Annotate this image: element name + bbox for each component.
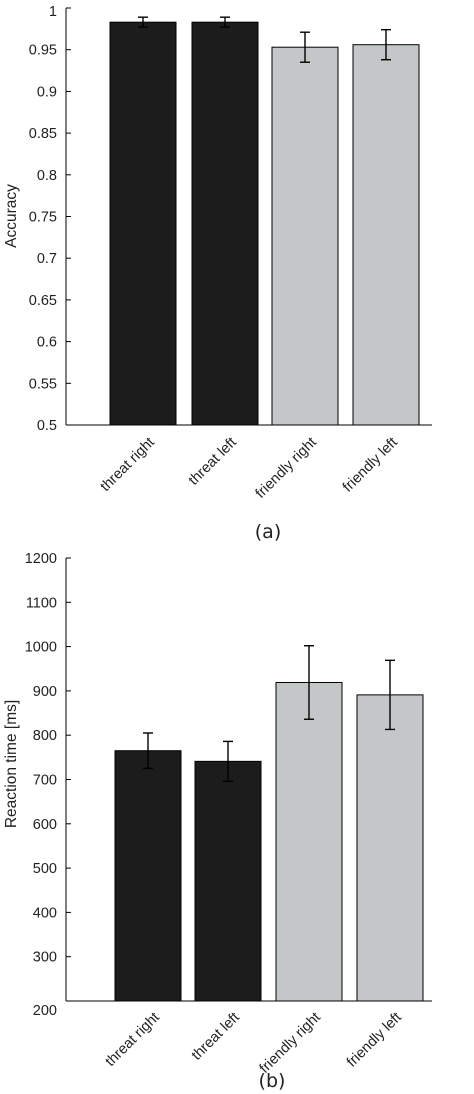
panel-a-category-label: threat right	[97, 435, 157, 495]
panel-a-category-label: friendly left	[340, 435, 401, 496]
panel-a-bar	[109, 21, 177, 426]
panel-b: Reaction time [ms] 200 300 400 500 600 700 800…	[3, 551, 432, 1092]
panel-b-ytick-label: 400	[33, 905, 57, 921]
panel-a-category-label: friendly right	[253, 435, 320, 502]
panel-a-error-bar	[381, 28, 391, 61]
panel-b-category-label: friendly right	[257, 1010, 324, 1077]
panel-b-bars	[114, 681, 424, 1002]
panel-a-ytick-label: 0.6	[37, 335, 57, 351]
panel-b-label: (b)	[259, 1070, 286, 1092]
panel-b-error-bar	[385, 659, 395, 731]
panel-b-ytick-label: 200	[33, 1003, 57, 1019]
panel-a-ytick-label: 0.75	[29, 210, 57, 226]
panel-a-error-bar	[300, 31, 310, 63]
panel-b-bar	[275, 681, 343, 1002]
panel-a-ytick-label: 0.9	[37, 84, 57, 100]
panel-a: Accuracy 0.5 0.55 0.6 0.65 0.7 0.75 0.8 0.85 0.9…	[3, 4, 432, 543]
panel-b-error-bar	[223, 740, 233, 782]
panel-b-ytick-label: 300	[33, 950, 57, 966]
panel-a-bar	[191, 21, 259, 426]
panel-a-xtick-labels: threat right threat left friendly right fri…	[97, 435, 400, 502]
panel-a-ytick-label: 0.85	[29, 126, 57, 142]
panel-a-ytick-label: 0.5	[37, 418, 57, 434]
panel-a-bar	[271, 46, 339, 426]
panel-b-xtick-labels: threat right threat left friendly right fri…	[102, 1010, 404, 1077]
panel-a-error-bars	[138, 16, 391, 63]
panel-a-ytick-label: 0.8	[37, 168, 57, 184]
panel-b-bar	[114, 750, 182, 1002]
panel-a-ytick-label: 0.7	[37, 251, 57, 267]
panel-a-bar	[352, 44, 420, 426]
panel-b-error-bars	[143, 645, 395, 782]
panel-b-ytick-label: 700	[33, 773, 57, 789]
panel-b-ytick-label: 500	[33, 861, 57, 877]
panel-a-ytick-label: 0.65	[29, 293, 57, 309]
panel-a-yticks: 0.5 0.55 0.6 0.65 0.7 0.75 0.8 0.85 0.9 0.95 1	[29, 4, 71, 434]
panel-b-ylabel: Reaction time [ms]	[3, 700, 20, 828]
panel-b-error-bar	[143, 732, 153, 770]
panel-a-bars	[109, 21, 420, 426]
panel-b-yticks: 200 300 400 500 600 700 800 900 1000 1100 1200	[25, 551, 71, 1019]
panel-b-error-bar	[304, 645, 314, 720]
panel-a-error-bar	[138, 16, 148, 28]
panel-a-ytick-label: 1	[49, 4, 57, 20]
panel-b-ytick-label: 1000	[25, 640, 57, 656]
panel-b-ytick-label: 800	[33, 728, 57, 744]
panel-b-ytick-label: 1200	[25, 551, 57, 567]
panel-a-category-label: threat left	[186, 435, 240, 489]
panel-b-category-label: threat right	[102, 1010, 162, 1070]
panel-b-bar	[356, 694, 424, 1002]
panel-b-ytick-label: 900	[33, 684, 57, 700]
panel-b-category-label: friendly left	[344, 1010, 405, 1071]
panel-b-ytick-label: 1100	[26, 595, 57, 611]
panel-a-error-bar	[220, 16, 230, 28]
panel-a-ylabel: Accuracy	[3, 184, 20, 248]
panel-b-category-label: threat left	[189, 1010, 243, 1064]
panel-b-ytick-label: 600	[33, 817, 57, 833]
panel-b-bar	[194, 760, 262, 1002]
panel-a-label: (a)	[255, 521, 281, 543]
panel-a-ytick-label: 0.55	[29, 376, 57, 392]
panel-a-ytick-label: 0.95	[29, 43, 57, 59]
